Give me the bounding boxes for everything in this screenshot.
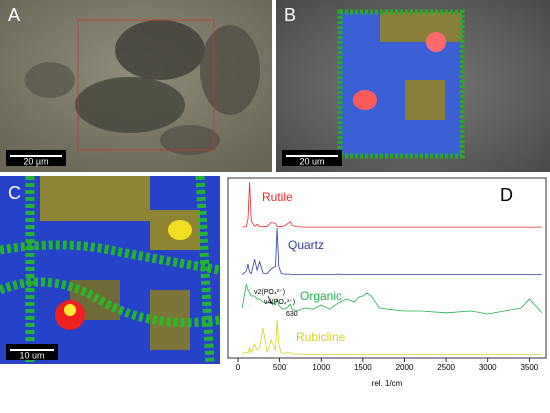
x-tick-label: 1000 [312, 363, 330, 372]
scale-bar-label: 20 um [299, 156, 324, 166]
panel-d: D rel. 1/cm 0 500 1000 1500 2000 2500 3000 3500… [227, 177, 547, 388]
spectrum-line [241, 283, 543, 315]
x-tick-label: 500 [273, 363, 287, 372]
annotation: ν4(PO₄³⁻) [264, 299, 295, 306]
series-label: Rubicline [296, 330, 346, 344]
x-tick-label: 0 [236, 363, 241, 372]
spectrum-line [242, 319, 542, 355]
scale-bar-label: 20 µm [23, 156, 48, 166]
scale-bar-label: 10 um [19, 350, 44, 360]
annotation: 630 [286, 311, 298, 318]
panel-c: 10 um C [0, 175, 221, 365]
x-tick-label: 3500 [520, 363, 538, 372]
spectrum-line [241, 227, 542, 275]
panel-label: C [8, 183, 21, 203]
series-label: Organic [300, 289, 342, 303]
annotation: ν2(PO₄³⁻) [254, 289, 285, 296]
x-axis-label: rel. 1/cm [372, 379, 403, 388]
x-tick-label: 3000 [479, 363, 497, 372]
panel-b: 20 um B [276, 0, 550, 172]
x-tick-label: 2500 [437, 363, 455, 372]
panel-label: B [284, 5, 296, 25]
series-label: Quartz [288, 238, 324, 252]
x-tick-label: 1500 [354, 363, 372, 372]
spectrum-line [242, 181, 542, 228]
x-tick-label: 2000 [396, 363, 414, 372]
panel-label: D [500, 185, 513, 205]
annotation-pointer [267, 295, 273, 305]
series-label: Rutile [262, 190, 293, 204]
panel-a: 20 µm A [0, 0, 272, 172]
panel-label: A [8, 5, 20, 25]
